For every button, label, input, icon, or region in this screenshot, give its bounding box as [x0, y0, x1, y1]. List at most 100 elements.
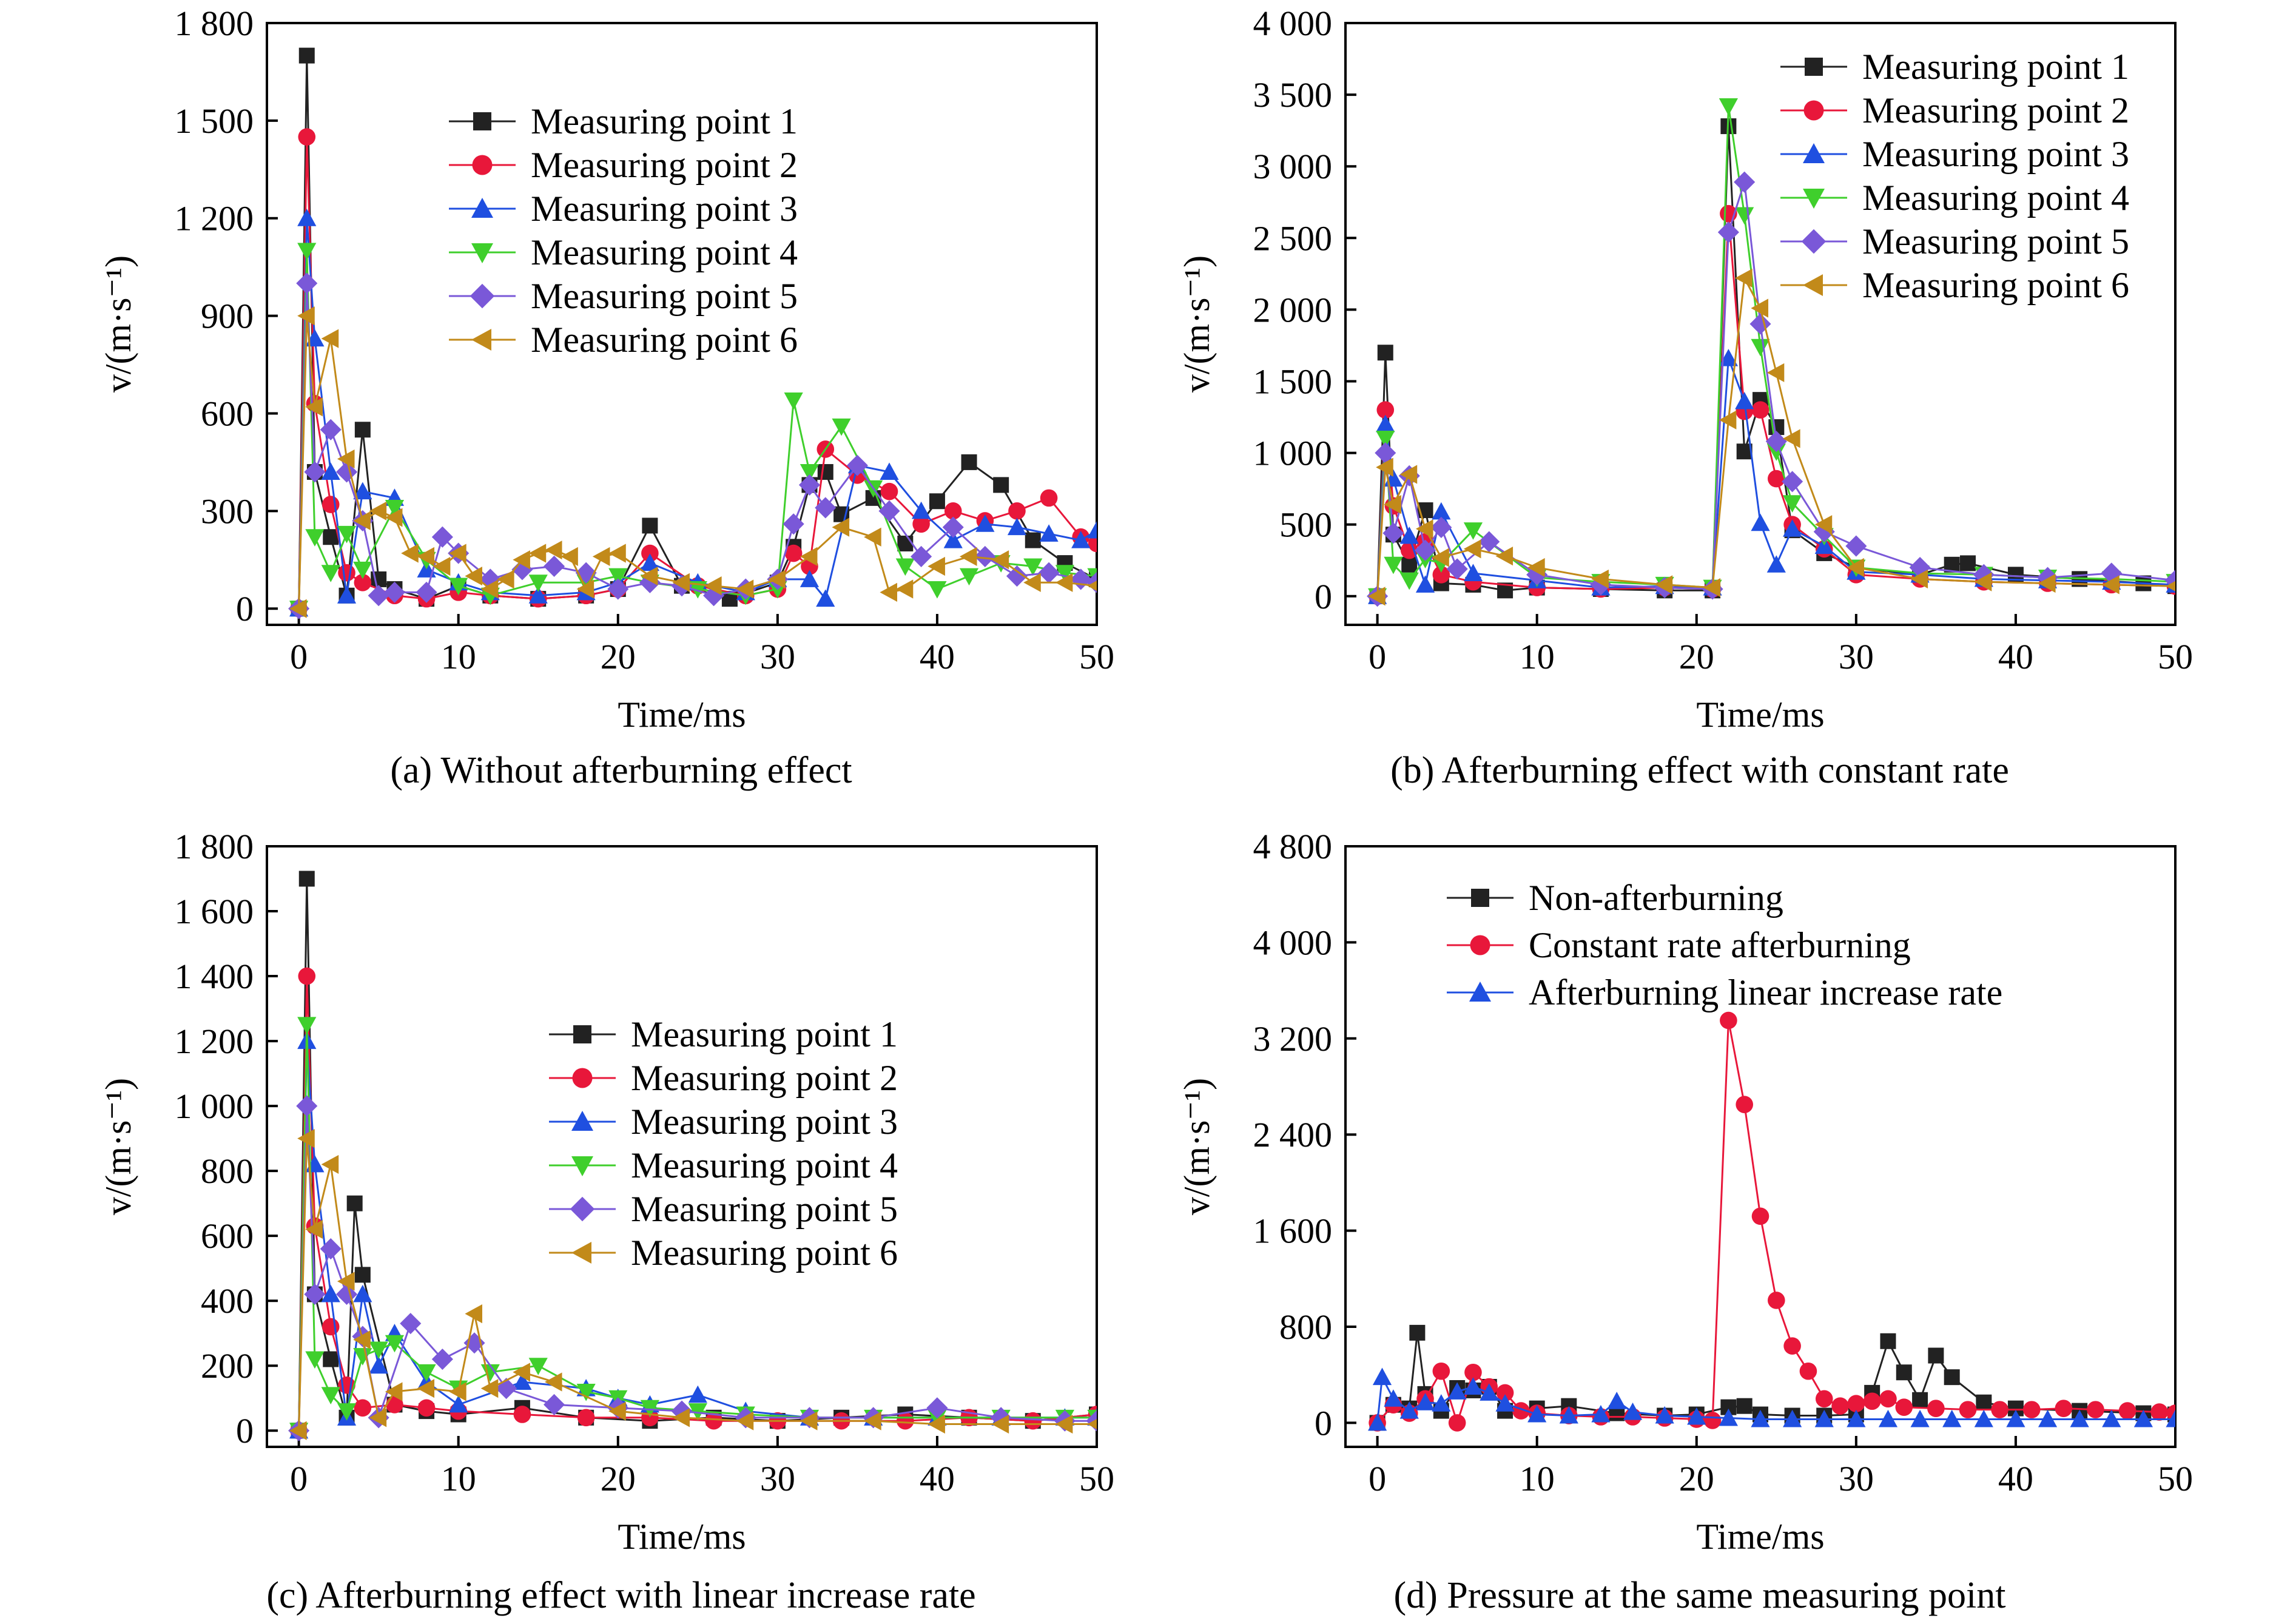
- panel-d: 0 10 20 30 40 50 0 800 1 600 2 400 3 200 4 000 4 800…: [1177, 827, 2193, 1616]
- x-tick-label: 0: [1369, 1459, 1386, 1498]
- series-3: [1368, 1367, 2175, 1431]
- data-point: [704, 576, 722, 596]
- data-point: [1909, 556, 1931, 579]
- data-point: [2102, 1409, 2121, 1427]
- data-point: [895, 558, 915, 576]
- data-point: [1751, 1409, 1770, 1427]
- data-point: [1591, 569, 1609, 589]
- data-point: [641, 544, 659, 562]
- data-point: [431, 526, 453, 548]
- legend-label: Measuring point 6: [631, 1233, 898, 1273]
- data-point: [1687, 1407, 1706, 1425]
- x-tick-label: 30: [1839, 637, 1874, 676]
- data-point: [1006, 565, 1028, 587]
- data-point: [1384, 495, 1401, 514]
- data-point: [1735, 391, 1754, 409]
- data-point: [297, 1129, 315, 1148]
- x-tick-label: 40: [1998, 637, 2033, 676]
- panel-caption: (c) Afterburning effect with linear incr…: [266, 1575, 975, 1616]
- series-line: [298, 217, 1097, 609]
- data-point: [1007, 517, 1027, 536]
- legend-marker: [570, 1196, 595, 1222]
- data-point: [1655, 1406, 1674, 1424]
- y-tick-label: 1 800: [175, 827, 254, 866]
- data-point: [1623, 1402, 1643, 1420]
- data-point: [1071, 530, 1091, 548]
- data-point: [385, 499, 405, 517]
- data-point: [1432, 502, 1451, 520]
- series-line: [1376, 1019, 2175, 1424]
- data-point: [385, 1335, 405, 1353]
- data-point: [880, 582, 897, 602]
- data-point: [305, 397, 323, 417]
- x-axis-label: Time/ms: [1696, 695, 1824, 735]
- data-point: [353, 561, 372, 579]
- data-point: [323, 529, 339, 545]
- legend-item: Non-afterburning: [1447, 878, 1783, 918]
- legend-label: Non-afterburning: [1529, 878, 1783, 918]
- data-point: [1055, 565, 1074, 582]
- data-point: [305, 1351, 325, 1369]
- data-point: [2087, 1401, 2104, 1418]
- data-point: [784, 544, 803, 562]
- data-point: [1088, 534, 1097, 553]
- data-point: [297, 243, 317, 260]
- data-point: [1399, 526, 1419, 544]
- data-point: [576, 579, 594, 599]
- data-point: [1703, 578, 1721, 598]
- legend-label: Afterburning linear increase rate: [1529, 972, 2002, 1012]
- data-point: [528, 586, 548, 604]
- data-point: [1432, 548, 1449, 567]
- data-point: [368, 585, 389, 607]
- legend-marker: [571, 1242, 591, 1264]
- y-tick-label: 4 800: [1253, 827, 1333, 866]
- data-point: [480, 579, 499, 599]
- data-point: [2118, 1402, 2136, 1420]
- x-tick-label: 0: [290, 1459, 308, 1498]
- legend-item: Measuring point 1: [549, 1014, 898, 1054]
- data-point: [816, 589, 835, 607]
- data-point: [1847, 1409, 1866, 1427]
- data-point: [2102, 575, 2120, 595]
- data-point: [1766, 443, 1786, 461]
- data-point: [544, 541, 562, 560]
- data-point: [736, 579, 754, 599]
- data-point: [1008, 502, 1026, 520]
- y-tick-label: 3 000: [1253, 147, 1333, 186]
- data-point: [369, 501, 387, 521]
- data-point: [912, 501, 931, 519]
- y-tick-label: 3 500: [1253, 75, 1333, 115]
- x-axis-label: Time/ms: [618, 1517, 746, 1557]
- data-point: [544, 1372, 562, 1392]
- data-point: [783, 513, 804, 535]
- data-point: [640, 566, 658, 586]
- y-tick-label: 1 000: [1253, 434, 1333, 473]
- x-tick-label: 30: [760, 1459, 795, 1498]
- data-point: [1463, 539, 1481, 559]
- data-point: [672, 573, 690, 592]
- data-point: [1399, 465, 1418, 484]
- data-point: [304, 1283, 326, 1306]
- data-point: [1703, 1412, 1722, 1429]
- data-point: [1720, 1011, 1737, 1029]
- x-tick-label: 30: [1839, 1459, 1874, 1498]
- data-point: [1751, 401, 1769, 419]
- data-point: [1717, 221, 1739, 243]
- data-point: [2101, 562, 2123, 584]
- data-point: [298, 871, 315, 887]
- data-point: [1070, 568, 1092, 590]
- data-point: [2038, 1409, 2058, 1427]
- legend-item: Measuring point 4: [549, 1145, 898, 1185]
- legend-label: Measuring point 3: [531, 189, 798, 229]
- data-point: [354, 573, 372, 591]
- plot-frame: [1344, 22, 2177, 626]
- data-point: [1719, 98, 1738, 116]
- y-tick-label: 2 000: [1253, 290, 1333, 329]
- data-point: [800, 1411, 818, 1430]
- data-point: [1607, 1392, 1626, 1409]
- plot-area: [288, 47, 1097, 619]
- data-point: [880, 482, 898, 500]
